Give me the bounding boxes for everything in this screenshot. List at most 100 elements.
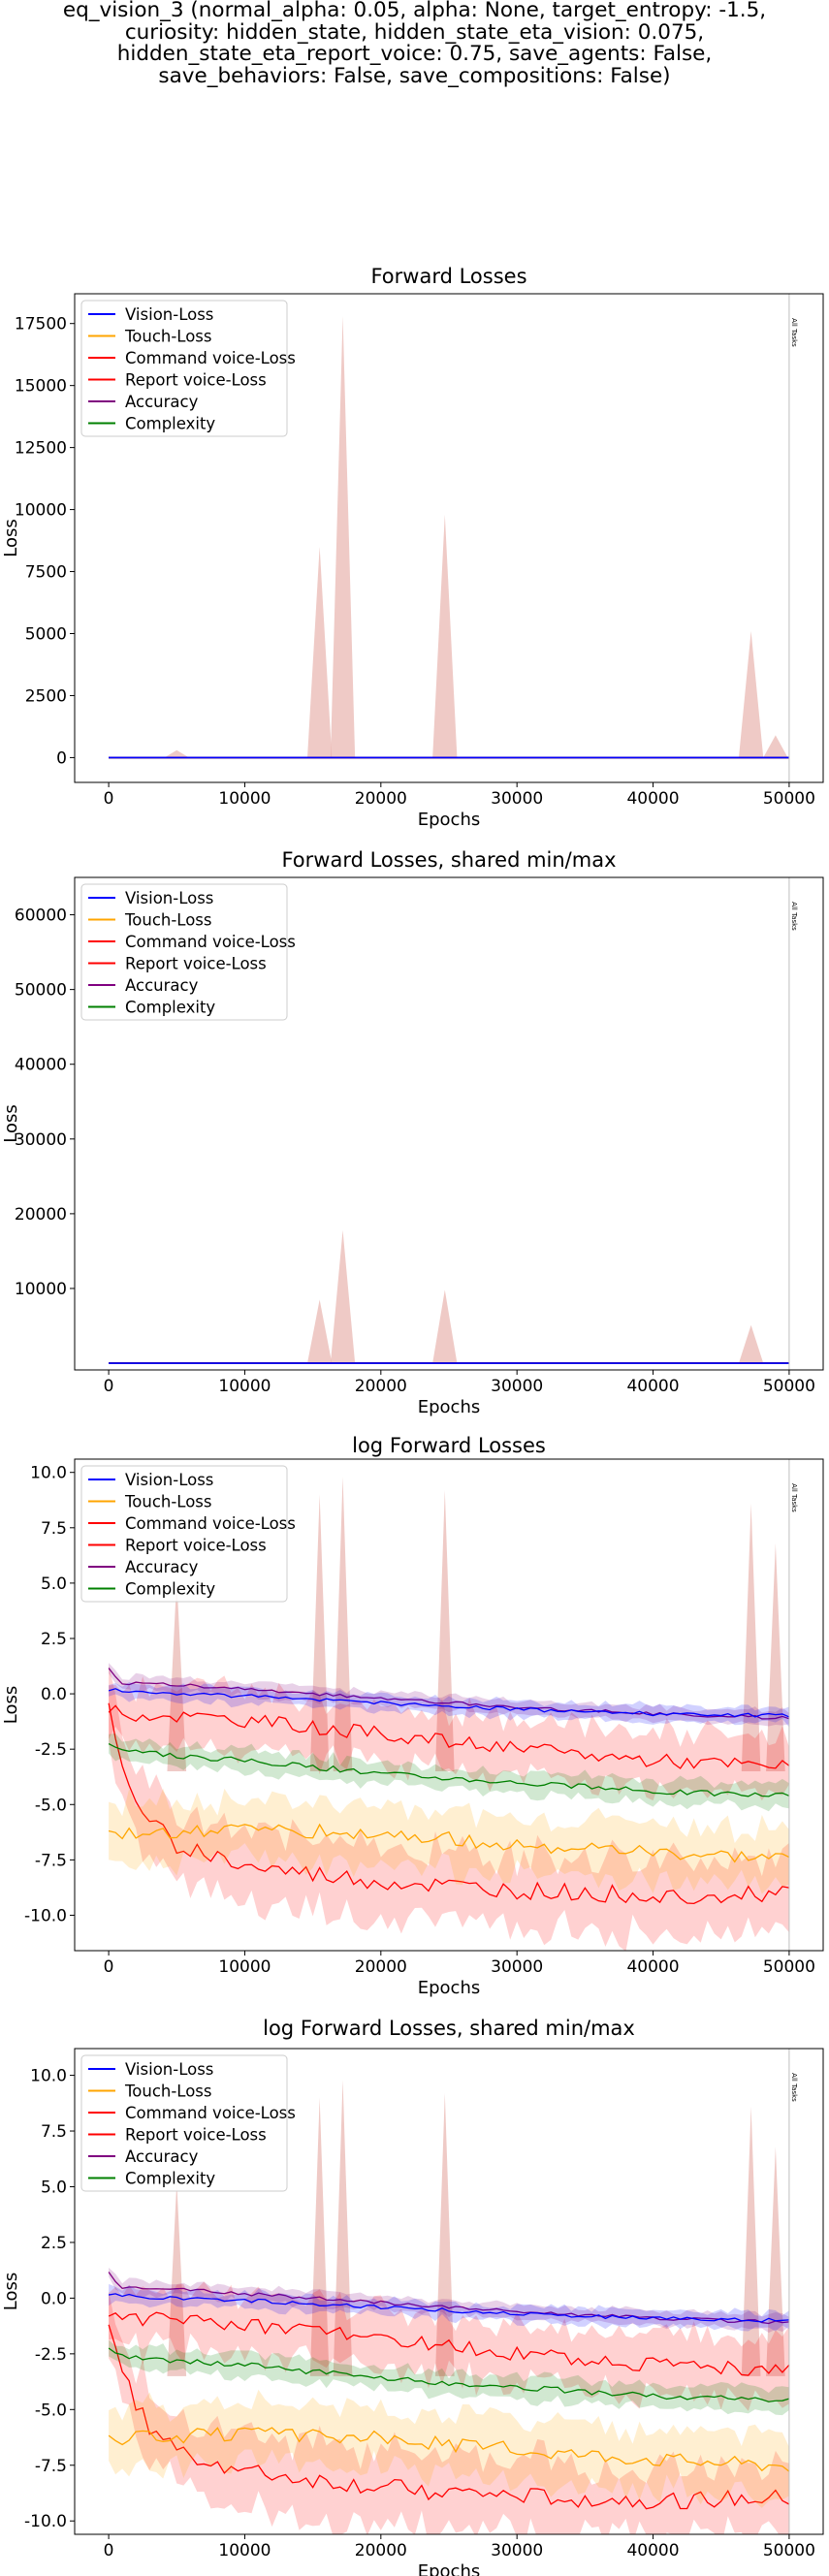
- legend: Vision-Loss Touch-Loss Command voice-Loss R…: [80, 1465, 296, 1603]
- x-tick-label: 0: [104, 1957, 114, 1977]
- legend-entry: Complexity: [125, 415, 215, 433]
- loss-spike: [309, 1494, 330, 1772]
- chart-title: log Forward Losses, shared min/max: [263, 2017, 635, 2040]
- legend-entry: Vision-Loss: [125, 1471, 213, 1489]
- series-line: [108, 1704, 790, 1769]
- y-tick-label: 7.5: [41, 1519, 67, 1539]
- series-band: [109, 2389, 789, 2508]
- all-tasks-label: All Tasks: [790, 2073, 798, 2102]
- chart-title: log Forward Losses: [352, 1434, 546, 1457]
- series-band: [109, 1733, 789, 1812]
- y-tick-label: 0.0: [41, 2289, 67, 2308]
- x-tick-label: 50000: [763, 789, 815, 809]
- y-tick-label: -2.5: [35, 1740, 67, 1760]
- all-tasks-label: All Tasks: [790, 902, 798, 931]
- axes-frame: [74, 293, 824, 783]
- x-tick-label: 10000: [218, 1377, 271, 1396]
- series-line: [108, 2427, 790, 2472]
- y-axis-label: Loss: [1, 519, 21, 557]
- y-tick-label: 2.5: [41, 2234, 67, 2253]
- chart-title: Forward Losses, shared min/max: [281, 848, 616, 872]
- y-tick-label: 10.0: [30, 2067, 67, 2086]
- x-tick-label: 50000: [763, 1957, 815, 1977]
- legend-box: [80, 300, 288, 437]
- y-tick-label: 5.0: [41, 2178, 67, 2197]
- legend-entry: Report voice-Loss: [125, 371, 267, 390]
- y-tick-label: 60000: [15, 906, 67, 926]
- x-tick-label: 30000: [491, 1957, 543, 1977]
- x-tick-label: 20000: [355, 1957, 407, 1977]
- legend-entry: Accuracy: [125, 2147, 199, 2166]
- y-tick-label: 30000: [15, 1130, 67, 1150]
- x-tick-label: 0: [104, 789, 114, 809]
- y-tick-label: 7.5: [41, 2122, 67, 2142]
- series-line: [108, 1743, 790, 1797]
- y-tick-label: 15000: [15, 377, 67, 397]
- forward-losses-chart: Forward Losses All Tasks 0 10000 20000 30000 4…: [1, 265, 824, 830]
- loss-spike: [307, 546, 333, 758]
- x-tick-label: 40000: [626, 1957, 679, 1977]
- y-tick-label: 5000: [25, 624, 67, 644]
- legend-entry: Complexity: [125, 999, 215, 1017]
- x-axis-label: Epochs: [418, 1397, 481, 1417]
- y-tick-label: 0.0: [41, 1685, 67, 1704]
- legend-entry: Command voice-Loss: [125, 1514, 296, 1533]
- loss-spike: [309, 2097, 330, 2376]
- legend-entry: Touch-Loss: [124, 328, 212, 346]
- legend-entry: Command voice-Loss: [125, 349, 296, 367]
- x-tick-label: 40000: [626, 1377, 679, 1396]
- legend-entry: Complexity: [125, 1580, 215, 1599]
- legend-entry: Report voice-Loss: [125, 1537, 267, 1555]
- y-tick-label: -10.0: [24, 2512, 67, 2531]
- y-axis-label: Loss: [1, 1686, 21, 1724]
- series-band: [109, 1682, 789, 1728]
- loss-spike: [330, 1229, 356, 1364]
- legend-entry: Complexity: [125, 2170, 215, 2188]
- legend-entry: Touch-Loss: [124, 1493, 212, 1511]
- all-tasks-label: All Tasks: [790, 318, 798, 347]
- y-tick-label: 10.0: [30, 1464, 67, 1483]
- axes-frame: [74, 876, 824, 1371]
- legend-box: [80, 1465, 288, 1603]
- y-tick-label: 20000: [15, 1205, 67, 1224]
- loss-spike: [307, 1299, 333, 1364]
- loss-spike: [167, 2181, 187, 2376]
- loss-spike: [738, 630, 764, 758]
- x-tick-label: 10000: [218, 2541, 271, 2560]
- legend-entry: Command voice-Loss: [125, 2104, 296, 2122]
- y-tick-label: -5.0: [35, 1796, 67, 1815]
- y-tick-label: 17500: [15, 315, 67, 334]
- series-band: [109, 2283, 789, 2332]
- x-tick-label: 10000: [218, 789, 271, 809]
- y-tick-label: 0: [56, 748, 67, 768]
- series-line: [108, 1702, 790, 1904]
- loss-spike: [167, 1578, 187, 1772]
- legend-entry: Report voice-Loss: [125, 955, 267, 973]
- log-forward-losses-chart: log Forward Losses All Tasks 0 10000 20000 30…: [1, 1434, 824, 1998]
- loss-spike: [741, 2106, 761, 2376]
- legend-box: [80, 2054, 288, 2192]
- loss-spike: [432, 514, 458, 758]
- legend-entry: Command voice-Loss: [125, 933, 296, 951]
- legend-entry: Touch-Loss: [124, 911, 212, 930]
- x-tick-label: 30000: [491, 789, 543, 809]
- y-tick-label: -5.0: [35, 2401, 67, 2420]
- plot-area: [108, 1477, 790, 1951]
- x-axis-label: Epochs: [418, 810, 481, 830]
- x-tick-label: 0: [104, 2541, 114, 2560]
- figure-title: eq_vision_3 (normal_alpha: 0.05, alpha: …: [62, 0, 767, 88]
- legend: Vision-Loss Touch-Loss Command voice-Loss R…: [80, 2054, 296, 2192]
- series-band: [109, 1788, 789, 1894]
- y-tick-label: -7.5: [35, 1851, 67, 1870]
- x-tick-label: 0: [104, 1377, 114, 1396]
- x-tick-label: 50000: [763, 1377, 815, 1396]
- y-tick-label: 12500: [15, 439, 67, 459]
- series-band: [109, 2281, 789, 2411]
- y-tick-label: 2.5: [41, 1630, 67, 1649]
- series-band: [109, 1675, 789, 1801]
- loss-spike: [434, 1489, 455, 1772]
- y-tick-label: -10.0: [24, 1906, 67, 1925]
- series-line: [108, 2272, 789, 2325]
- loss-spike: [763, 735, 788, 758]
- axes-frame: [74, 1458, 824, 1952]
